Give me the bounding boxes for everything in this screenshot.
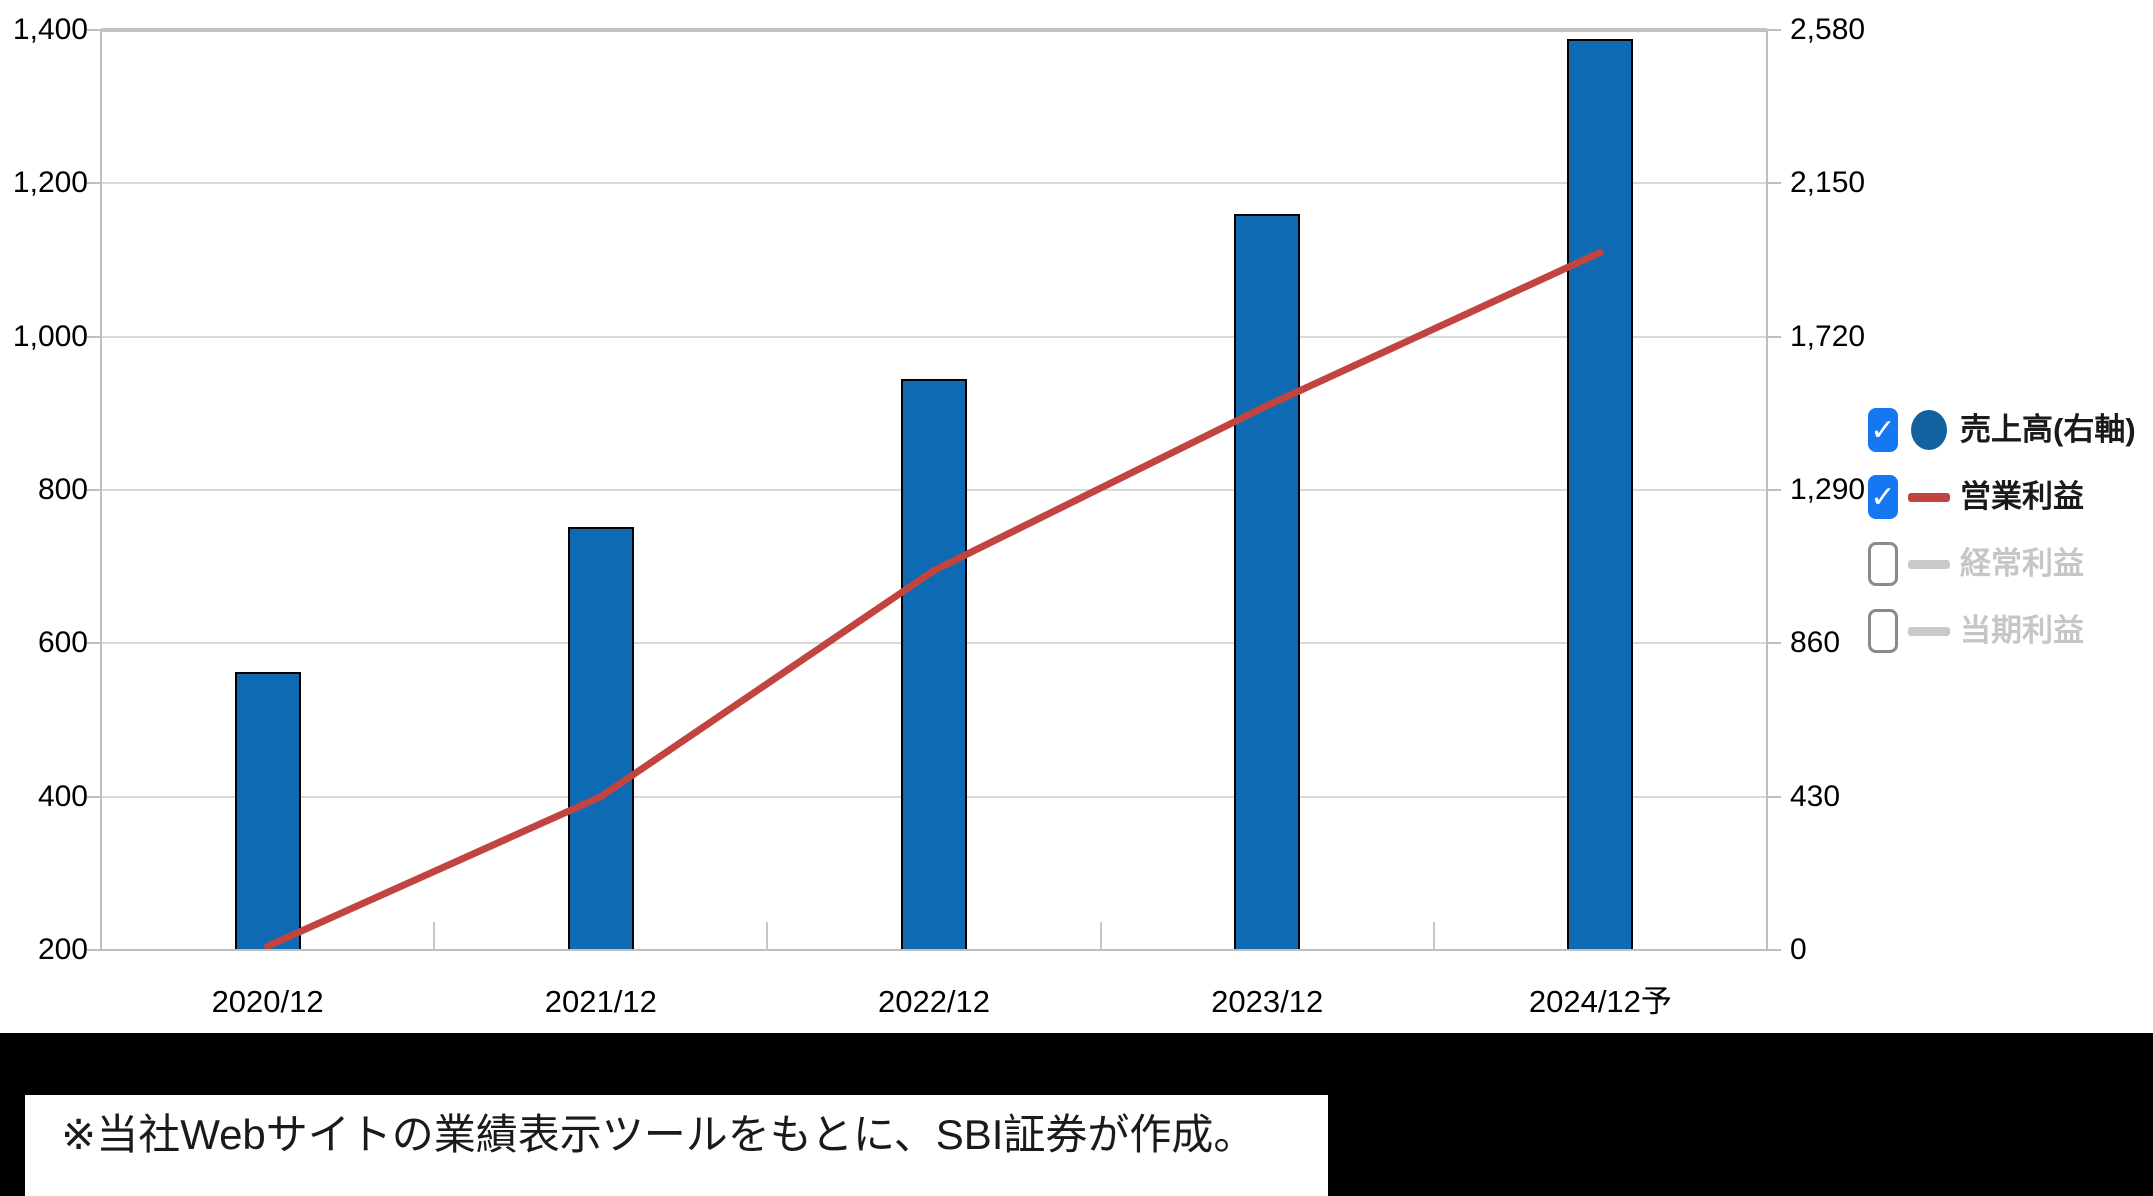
operating-profit-line (264, 248, 1604, 950)
plot-top-border (101, 28, 1767, 32)
source-note-text: ※当社Webサイトの業績表示ツールをもとに、SBI証券が作成。 (61, 1111, 1256, 1158)
left-axis-tick (87, 182, 101, 185)
legend-checkbox-1[interactable]: ✓ (1868, 408, 1898, 452)
bottom-axis-line (101, 949, 1767, 951)
legend-row-2: ✓ 営業利益 (1868, 472, 2084, 522)
right-axis-tick-label: 860 (1790, 626, 1841, 660)
marker-shape (1908, 559, 1950, 569)
left-axis-tick (87, 949, 101, 951)
x-axis-tick-label: 2022/12 (877, 984, 991, 1019)
left-axis-tick-label: 200 (37, 933, 88, 966)
left-axis-tick (87, 489, 101, 491)
x-axis-tick-label: 2023/12 (1211, 984, 1324, 1019)
performance-chart-figure: 1,400 1,200 1,000 800 600 400 200 2,580 2,150 1,… (0, 0, 2153, 1033)
line-marker-icon (1907, 559, 1951, 569)
right-axis-tick-label: 430 (1790, 779, 1841, 813)
legend-checkbox-2[interactable]: ✓ (1868, 475, 1898, 519)
legend-label-1: 売上高(右軸) (1960, 412, 2136, 447)
marker-shape (1908, 626, 1950, 636)
legend-label-2: 営業利益 (1960, 479, 2084, 514)
right-axis-tick (1767, 642, 1781, 645)
x-axis-boundary-tick (1432, 922, 1435, 950)
legend-label-4: 当期利益 (1960, 613, 2084, 648)
x-axis-tick-label: 2020/12 (211, 984, 324, 1019)
gridline (101, 335, 1767, 338)
left-axis-tick-label: 400 (37, 779, 88, 813)
right-axis-tick-label: 2,150 (1790, 166, 1866, 200)
x-axis-boundary-tick (766, 922, 769, 950)
source-note-box: ※当社Webサイトの業績表示ツールをもとに、SBI証券が作成。 (25, 1095, 1328, 1196)
line-marker-icon (1907, 626, 1951, 636)
legend-row-3: 経常利益 (1868, 539, 2084, 589)
right-axis-tick (1767, 949, 1781, 951)
revenue-bar (1234, 213, 1301, 950)
left-axis-tick-label: 800 (37, 473, 88, 506)
right-axis-tick-label: 1,290 (1790, 473, 1866, 506)
right-axis-tick (1767, 795, 1781, 798)
legend-row-1: ✓ 売上高(右軸) (1868, 405, 2136, 455)
black-background-strip: ※当社Webサイトの業績表示ツールをもとに、SBI証券が作成。 (0, 1033, 2153, 1196)
right-axis-tick-label: 0 (1790, 933, 1807, 966)
left-axis-tick-label: 1,000 (12, 319, 88, 353)
revenue-bar (901, 379, 967, 950)
left-axis-tick-label: 1,200 (12, 166, 88, 200)
right-axis-tick-label: 1,720 (1790, 319, 1866, 353)
right-axis-tick (1767, 489, 1781, 491)
revenue-bar (1567, 38, 1634, 950)
left-axis-line (100, 30, 102, 950)
marker-shape (1908, 492, 1950, 502)
legend-checkbox-3[interactable] (1868, 542, 1898, 586)
left-axis-tick (87, 795, 101, 798)
circle-marker-icon (1907, 410, 1951, 450)
legend-label-3: 経常利益 (1960, 546, 2084, 581)
x-axis-boundary-tick (433, 922, 436, 950)
x-axis-tick-label: 2021/12 (544, 984, 657, 1019)
left-axis-tick-label: 600 (37, 626, 88, 660)
right-axis-tick (1767, 182, 1781, 185)
right-axis-tick-label: 2,580 (1790, 13, 1866, 46)
left-axis-tick (87, 642, 101, 645)
revenue-bar (567, 527, 634, 950)
right-axis-tick (1767, 335, 1781, 338)
left-axis-tick-label: 1,400 (12, 13, 88, 46)
x-axis-tick-label: 2024/12予 (1528, 984, 1672, 1019)
legend-row-4: 当期利益 (1868, 606, 2084, 656)
right-axis-tick (1767, 29, 1781, 31)
gridline (101, 182, 1767, 185)
left-axis-tick (87, 29, 101, 31)
marker-shape (1911, 410, 1947, 450)
left-axis-tick (87, 335, 101, 338)
line-marker-icon (1907, 492, 1951, 502)
legend-checkbox-4[interactable] (1868, 609, 1898, 653)
x-axis-boundary-tick (1099, 922, 1102, 950)
revenue-bar (234, 671, 301, 950)
chart-plot-area (100, 28, 1768, 951)
